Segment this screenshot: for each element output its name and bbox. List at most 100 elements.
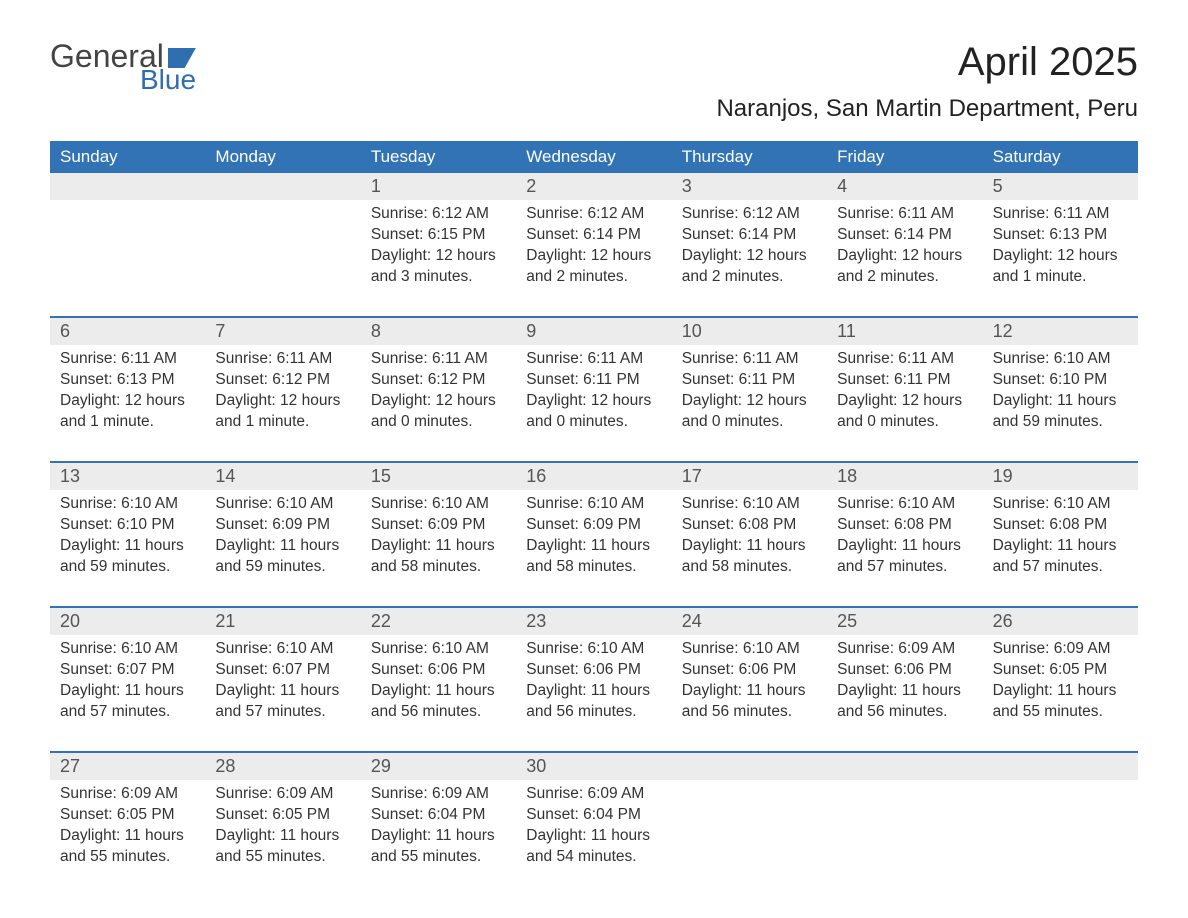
day-cell: Sunrise: 6:09 AMSunset: 6:05 PMDaylight:… [50, 780, 205, 880]
day-number [205, 173, 360, 200]
day-number: 21 [205, 608, 360, 635]
weekday-label: Tuesday [361, 141, 516, 173]
sunset-line: Sunset: 6:08 PM [682, 515, 817, 536]
day-cell: Sunrise: 6:10 AMSunset: 6:10 PMDaylight:… [50, 490, 205, 590]
day-cell: Sunrise: 6:09 AMSunset: 6:05 PMDaylight:… [205, 780, 360, 880]
weekday-label: Sunday [50, 141, 205, 173]
sunrise-line: Sunrise: 6:10 AM [993, 494, 1128, 515]
day-cell: Sunrise: 6:11 AMSunset: 6:14 PMDaylight:… [827, 200, 982, 300]
weeks-container: 12345 Sunrise: 6:12 AMSunset: 6:15 PM Dayl… [50, 173, 1138, 880]
day-cell: Sunrise: 6:10 AMSunset: 6:08 PMDaylight:… [672, 490, 827, 590]
daylight-line: Daylight: 11 hours and 54 minutes. [526, 826, 661, 868]
daylight-line: Daylight: 11 hours and 55 minutes. [371, 826, 506, 868]
sunrise-line: Sunrise: 6:10 AM [60, 494, 195, 515]
day-number: 25 [827, 608, 982, 635]
sunrise-line: Sunrise: 6:09 AM [60, 784, 195, 805]
day-cell: Sunrise: 6:11 AMSunset: 6:11 PMDaylight:… [672, 345, 827, 445]
sunrise-line: Sunrise: 6:11 AM [837, 349, 972, 370]
daylight-line: Daylight: 11 hours and 55 minutes. [993, 681, 1128, 723]
day-cell: Sunrise: 6:10 AMSunset: 6:09 PMDaylight:… [361, 490, 516, 590]
day-cell: Sunrise: 6:11 AMSunset: 6:11 PMDaylight:… [827, 345, 982, 445]
sunset-line: Sunset: 6:12 PM [215, 370, 350, 391]
day-number: 19 [983, 463, 1138, 490]
daylight-line: Daylight: 11 hours and 59 minutes. [60, 536, 195, 578]
sunset-line: Sunset: 6:04 PM [526, 805, 661, 826]
daylight-line: Daylight: 11 hours and 59 minutes. [215, 536, 350, 578]
day-number: 3 [672, 173, 827, 200]
daylight-line: Daylight: 11 hours and 56 minutes. [837, 681, 972, 723]
daylight-line: Daylight: 12 hours and 0 minutes. [371, 391, 506, 433]
day-cell: Sunrise: 6:12 AMSunset: 6:14 PMDaylight:… [672, 200, 827, 300]
daylight-line: Daylight: 12 hours and 2 minutes. [837, 246, 972, 288]
sunrise-line: Sunrise: 6:10 AM [215, 639, 350, 660]
weekday-label: Monday [205, 141, 360, 173]
sunset-line: Sunset: 6:05 PM [993, 660, 1128, 681]
sunrise-line: Sunrise: 6:11 AM [837, 204, 972, 225]
day-cell: Sunrise: 6:11 AMSunset: 6:13 PMDaylight:… [983, 200, 1138, 300]
sunset-line: Sunset: 6:14 PM [526, 225, 661, 246]
daylight-line: Daylight: 11 hours and 57 minutes. [837, 536, 972, 578]
day-number: 9 [516, 318, 671, 345]
sunset-line: Sunset: 6:09 PM [371, 515, 506, 536]
day-number: 7 [205, 318, 360, 345]
sunrise-line: Sunrise: 6:10 AM [526, 494, 661, 515]
daylight-line: Daylight: 11 hours and 57 minutes. [215, 681, 350, 723]
day-content-row: Sunrise: 6:10 AMSunset: 6:07 PMDaylight:… [50, 635, 1138, 735]
daylight-line: Daylight: 11 hours and 56 minutes. [526, 681, 661, 723]
day-number: 12 [983, 318, 1138, 345]
day-number: 27 [50, 753, 205, 780]
sunset-line: Sunset: 6:07 PM [215, 660, 350, 681]
day-cell: Sunrise: 6:11 AMSunset: 6:12 PMDaylight:… [205, 345, 360, 445]
sunrise-line: Sunrise: 6:10 AM [682, 494, 817, 515]
day-number-row: 13141516171819 [50, 463, 1138, 490]
sunrise-line: Sunrise: 6:10 AM [60, 639, 195, 660]
daylight-line: Daylight: 12 hours and 0 minutes. [682, 391, 817, 433]
sunrise-line: Sunrise: 6:11 AM [60, 349, 195, 370]
month-title: April 2025 [716, 40, 1138, 85]
sunset-line: Sunset: 6:11 PM [682, 370, 817, 391]
day-number: 15 [361, 463, 516, 490]
day-cell: Sunrise: 6:11 AMSunset: 6:13 PMDaylight:… [50, 345, 205, 445]
sunrise-line: Sunrise: 6:09 AM [215, 784, 350, 805]
day-number: 1 [361, 173, 516, 200]
weekday-label: Saturday [983, 141, 1138, 173]
sunrise-line: Sunrise: 6:11 AM [993, 204, 1128, 225]
sunset-line: Sunset: 6:07 PM [60, 660, 195, 681]
day-number [50, 173, 205, 200]
sunrise-line: Sunrise: 6:12 AM [371, 204, 506, 225]
sunrise-line: Sunrise: 6:10 AM [682, 639, 817, 660]
daylight-line: Daylight: 11 hours and 55 minutes. [60, 826, 195, 868]
day-cell [983, 780, 1138, 880]
day-number: 29 [361, 753, 516, 780]
sunset-line: Sunset: 6:15 PM [371, 225, 506, 246]
week-block: 12345 Sunrise: 6:12 AMSunset: 6:15 PM Dayl… [50, 173, 1138, 300]
day-number-row: 12345 [50, 173, 1138, 200]
day-number: 18 [827, 463, 982, 490]
day-cell: Sunrise: 6:12 AMSunset: 6:14 PMDaylight:… [516, 200, 671, 300]
sunset-line: Sunset: 6:10 PM [993, 370, 1128, 391]
day-number: 24 [672, 608, 827, 635]
day-number-row: 6789101112 [50, 318, 1138, 345]
daylight-line: Daylight: 11 hours and 58 minutes. [682, 536, 817, 578]
weekday-label: Friday [827, 141, 982, 173]
sunset-line: Sunset: 6:14 PM [837, 225, 972, 246]
sunset-line: Sunset: 6:06 PM [526, 660, 661, 681]
day-cell: Sunrise: 6:10 AMSunset: 6:07 PMDaylight:… [50, 635, 205, 735]
sunset-line: Sunset: 6:12 PM [371, 370, 506, 391]
sunrise-line: Sunrise: 6:10 AM [526, 639, 661, 660]
week-block: 6789101112Sunrise: 6:11 AMSunset: 6:13 P… [50, 316, 1138, 445]
day-number: 26 [983, 608, 1138, 635]
day-content-row: Sunrise: 6:12 AMSunset: 6:15 PM Daylight:… [50, 200, 1138, 300]
title-block: April 2025 Naranjos, San Martin Departme… [716, 40, 1138, 123]
day-number: 6 [50, 318, 205, 345]
sunrise-line: Sunrise: 6:10 AM [837, 494, 972, 515]
week-block: 13141516171819Sunrise: 6:10 AMSunset: 6:… [50, 461, 1138, 590]
sunset-line: Sunset: 6:13 PM [993, 225, 1128, 246]
day-number: 16 [516, 463, 671, 490]
sunrise-line: Sunrise: 6:11 AM [371, 349, 506, 370]
sunset-line: Sunset: 6:08 PM [837, 515, 972, 536]
day-cell [205, 200, 360, 300]
day-cell: Sunrise: 6:10 AMSunset: 6:10 PMDaylight:… [983, 345, 1138, 445]
sunset-line: Sunset: 6:06 PM [371, 660, 506, 681]
sunrise-line: Sunrise: 6:10 AM [371, 494, 506, 515]
